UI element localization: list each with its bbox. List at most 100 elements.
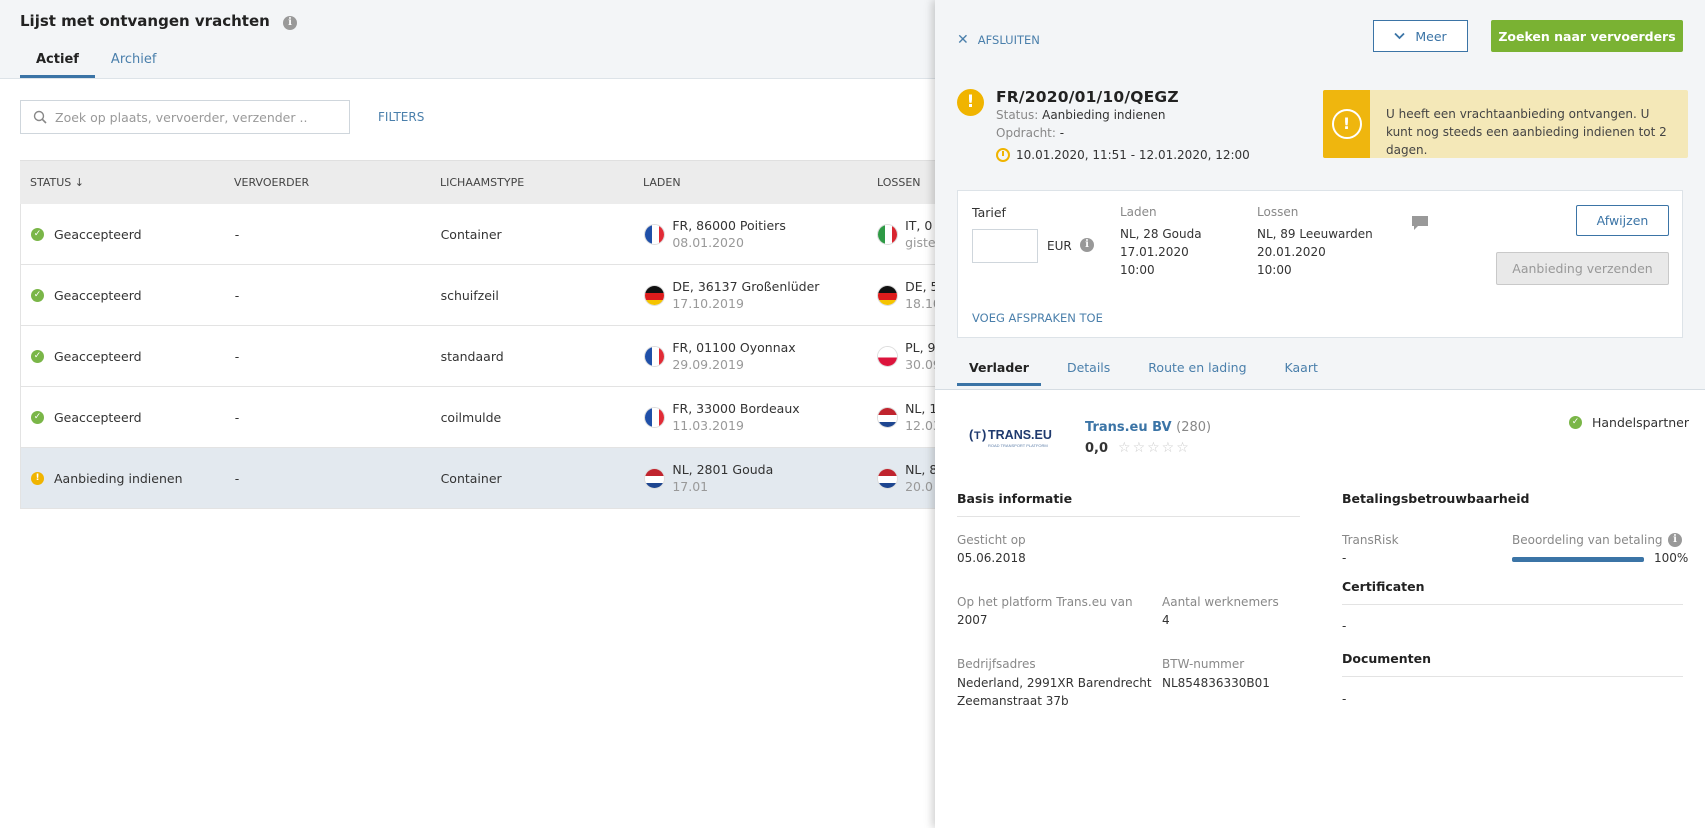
tab-archief[interactable]: Archief — [110, 52, 157, 67]
status-text: Geaccepteerd — [54, 226, 142, 242]
page-title: Lijst met ontvangen vrachten i — [20, 12, 298, 30]
tab-verlader[interactable]: Verlader — [957, 360, 1041, 386]
table-body: ✓ Geaccepteerd - Container FR, 86000 Poitier… — [20, 204, 935, 509]
company-name[interactable]: Trans.eu BV (280) — [1085, 420, 1211, 435]
tab-details[interactable]: Details — [1066, 360, 1111, 375]
status-label: Status: — [996, 108, 1039, 122]
info-icon[interactable]: i — [1668, 533, 1682, 547]
payment-rating-percent: 100% — [1654, 551, 1689, 565]
close-label: AFSLUITEN — [977, 33, 1040, 47]
body-type-cell: schuifzeil — [440, 287, 499, 303]
body-type-cell: Container — [440, 226, 502, 242]
documents-value: - — [1342, 692, 1347, 706]
documents-title: Documenten — [1342, 651, 1432, 666]
close-icon: ✕ — [957, 32, 969, 48]
flag-fr-icon — [644, 223, 666, 245]
employees-label: Aantal werknemers — [1162, 595, 1279, 609]
company-logo: ( T ) TRANS.EU ROAD TRANSPORT PLATFORM — [967, 425, 1057, 451]
offer-deadline: 10.01.2020, 11:51 - 12.01.2020, 12:00 — [996, 148, 1250, 162]
column-header-status[interactable]: STATUS ↓ — [30, 176, 84, 189]
column-header-unloading: LOSSEN — [877, 176, 921, 189]
unloading-cell: DE, 5 18.10 — [867, 278, 935, 312]
status-cell: ! Aanbieding indienen — [21, 471, 223, 486]
flag-nl-icon — [877, 467, 899, 489]
search-input[interactable] — [55, 109, 335, 125]
transrisk-value: - — [1342, 551, 1347, 565]
add-agreements-link[interactable]: VOEG AFSPRAKEN TOE — [972, 311, 1103, 325]
status-text: Geaccepteerd — [54, 287, 142, 303]
more-button[interactable]: Meer — [1373, 20, 1468, 52]
warning-icon: ! — [957, 89, 984, 116]
unload-date: 18.10 — [905, 296, 935, 311]
unloading-cell: IT, 0 giste — [867, 217, 935, 251]
search-carriers-button[interactable]: Zoeken naar vervoerders — [1491, 20, 1683, 52]
certificates-title: Certificaten — [1342, 579, 1425, 594]
basis-info-title: Basis informatie — [957, 491, 1073, 506]
body-type-cell: coilmulde — [440, 409, 502, 425]
column-header-carrier: VERVOERDER — [234, 176, 310, 189]
carrier-cell: - — [234, 348, 240, 364]
load-place: NL, 2801 Gouda — [672, 462, 774, 477]
offer-alert: ! U heeft een vrachtaanbieding ontvangen… — [1323, 90, 1688, 158]
load-date: 11.03.2019 — [672, 418, 744, 433]
load-place: DE, 36137 Großenlüder — [672, 279, 820, 294]
detail-tabs: Verlader Details Route en lading Kaart — [957, 360, 1344, 386]
freight-order: Opdracht: - — [996, 126, 1064, 140]
flag-de-icon — [877, 284, 899, 306]
close-button[interactable]: ✕ AFSLUITEN — [957, 32, 1040, 48]
table-row[interactable]: ✓ Geaccepteerd - standaard FR, 01100 Oyonnax… — [20, 326, 935, 387]
platform-label: Op het platform Trans.eu van — [957, 595, 1133, 609]
flag-fr-icon — [644, 345, 666, 367]
load-place: FR, 33000 Bordeaux — [672, 401, 800, 416]
freight-detail-panel: ✕ AFSLUITEN Meer Zoeken naar vervoerders… — [935, 0, 1705, 828]
tarief-input[interactable] — [972, 229, 1038, 263]
company-count: (280) — [1176, 420, 1212, 435]
tab-map[interactable]: Kaart — [1284, 360, 1318, 375]
founded-label: Gesticht op — [957, 533, 1026, 547]
search-box — [20, 100, 350, 134]
load-date: 08.01.2020 — [672, 235, 744, 250]
status-cell: ✓ Geaccepteerd — [21, 349, 223, 364]
payment-rating-fill — [1512, 557, 1644, 562]
table-row[interactable]: ! Aanbieding indienen - Container NL, 2801 G… — [20, 448, 935, 509]
load-date: 17.10.2019 — [672, 296, 744, 311]
founded-value: 05.06.2018 — [957, 551, 1026, 565]
load-label: Laden — [1120, 205, 1157, 219]
offer-form: Tarief EUR i Laden NL, 28 Gouda 17.01.20… — [957, 190, 1683, 338]
table-row[interactable]: ✓ Geaccepteerd - coilmulde FR, 33000 Bordeau… — [20, 387, 935, 448]
chevron-down-icon — [1394, 30, 1405, 43]
tarief-label: Tarief — [972, 205, 1006, 220]
info-icon[interactable]: i — [283, 16, 298, 30]
tab-route[interactable]: Route en lading — [1148, 360, 1247, 375]
load-date: 29.09.2019 — [672, 357, 744, 372]
load-date: 17.01 — [672, 479, 709, 494]
flag-fr-icon — [644, 406, 666, 428]
loading-cell: NL, 2801 Gouda 17.01 — [626, 461, 867, 495]
svg-text:): ) — [982, 427, 986, 442]
filters-link[interactable]: FILTERS — [378, 110, 425, 124]
send-offer-button[interactable]: Aanbieding verzenden — [1496, 252, 1669, 285]
load-place: FR, 86000 Poitiers — [672, 218, 786, 233]
flag-it-icon — [877, 223, 899, 245]
flag-nl-icon — [644, 467, 666, 489]
status-value: Aanbieding indienen — [1042, 108, 1166, 122]
unload-place: PL, 9 — [905, 340, 936, 355]
info-icon[interactable]: i — [1080, 238, 1094, 252]
certificates-value: - — [1342, 619, 1347, 633]
order-label: Opdracht: — [996, 126, 1056, 140]
company-rating: 0,0 ☆☆☆☆☆ — [1085, 440, 1191, 456]
load-time: 10:00 — [1120, 263, 1155, 277]
comment-icon[interactable] — [1411, 215, 1429, 231]
reject-button[interactable]: Afwijzen — [1576, 205, 1669, 236]
tab-actief[interactable]: Actief — [20, 52, 95, 78]
loading-cell: DE, 36137 Großenlüder 17.10.2019 — [626, 278, 867, 312]
table-row[interactable]: ✓ Geaccepteerd - schuifzeil DE, 36137 Großen… — [20, 265, 935, 326]
panel-header-area: ✕ AFSLUITEN Meer Zoeken naar vervoerders… — [935, 0, 1705, 390]
company-name-text[interactable]: Trans.eu BV — [1085, 420, 1172, 435]
status-text: Geaccepteerd — [54, 409, 142, 425]
unload-date: 12.03 — [905, 418, 935, 433]
address-label: Bedrijfsadres — [957, 657, 1036, 671]
body-type-cell: standaard — [440, 348, 504, 364]
unload-place: DE, 5 — [905, 279, 936, 294]
table-row[interactable]: ✓ Geaccepteerd - Container FR, 86000 Poitier… — [20, 204, 935, 265]
